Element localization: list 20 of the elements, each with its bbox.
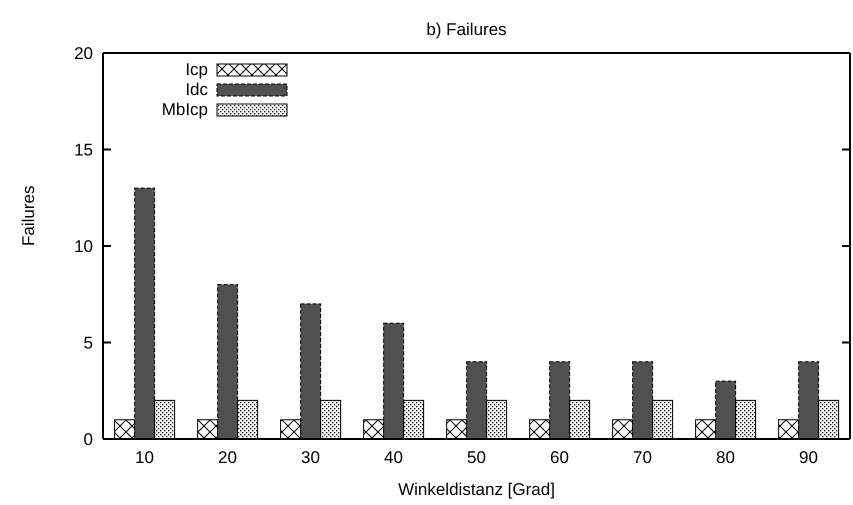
x-tick-label: 20 <box>218 448 237 468</box>
x-tick-label: 60 <box>550 448 569 468</box>
x-tick-label: 90 <box>799 448 818 468</box>
x-tick-label: 10 <box>135 448 154 468</box>
x-tick-label: 40 <box>384 448 403 468</box>
x-tick-label: 50 <box>467 448 486 468</box>
y-axis-title: Failures <box>19 186 38 246</box>
y-tick-label: 20 <box>74 44 93 64</box>
y-tick-label: 10 <box>74 237 93 256</box>
y-tick-label: 0 <box>84 430 93 450</box>
legend-label: Icp <box>185 60 208 80</box>
x-tick-label: 30 <box>301 448 320 468</box>
x-tick-label: 80 <box>716 448 735 468</box>
chart-title: b) Failures <box>425 19 508 39</box>
legend-label: Idc <box>185 80 208 100</box>
y-tick-label: 15 <box>74 140 93 160</box>
x-axis-title: Winkeldistanz [Grad] <box>398 480 555 499</box>
legend-label: MbIcp <box>162 100 208 120</box>
y-tick-label: 5 <box>84 334 93 353</box>
x-tick-label: 70 <box>633 448 652 468</box>
